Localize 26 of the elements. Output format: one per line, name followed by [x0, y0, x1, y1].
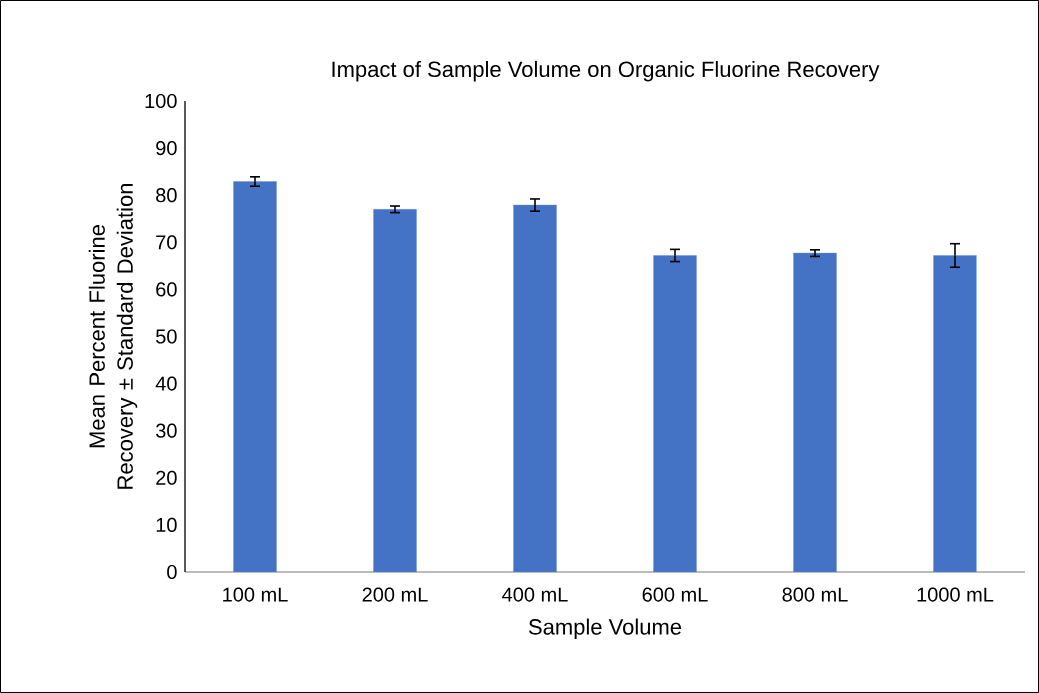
bar: [653, 255, 697, 572]
y-tick-label: 10: [156, 517, 177, 532]
bar: [793, 252, 837, 572]
x-tick-label: 200 mL: [362, 587, 428, 602]
y-tick-label: 50: [156, 329, 177, 344]
y-tick-label: 0: [167, 564, 177, 580]
x-tick-label: 600 mL: [642, 587, 708, 602]
x-axis-title: Sample Volume: [528, 618, 682, 640]
bar: [373, 209, 417, 572]
x-tick-label: 800 mL: [782, 587, 848, 602]
bar: [933, 255, 977, 572]
y-tick-label: 100: [145, 93, 177, 109]
y-axis-title: Mean Percent Fluorine Recovery ± Standard Deviation: [88, 183, 138, 489]
chart-title: Impact of Sample Volume on Organic Fluorine Recovery: [332, 60, 880, 82]
x-tick-label: 1000 mL: [917, 587, 994, 602]
y-tick-label: 60: [156, 282, 177, 297]
y-tick-label: 20: [156, 470, 177, 485]
y-tick-label: 90: [156, 141, 177, 156]
x-tick-label: 400 mL: [502, 587, 568, 602]
y-tick-label: 80: [156, 188, 177, 203]
y-tick-label: 70: [156, 235, 177, 250]
bar: [233, 181, 277, 572]
x-tick-label: 100 mL: [223, 587, 288, 602]
bar: [513, 204, 557, 572]
y-tick-label: 30: [156, 423, 177, 438]
y-tick-label: 40: [155, 376, 177, 391]
